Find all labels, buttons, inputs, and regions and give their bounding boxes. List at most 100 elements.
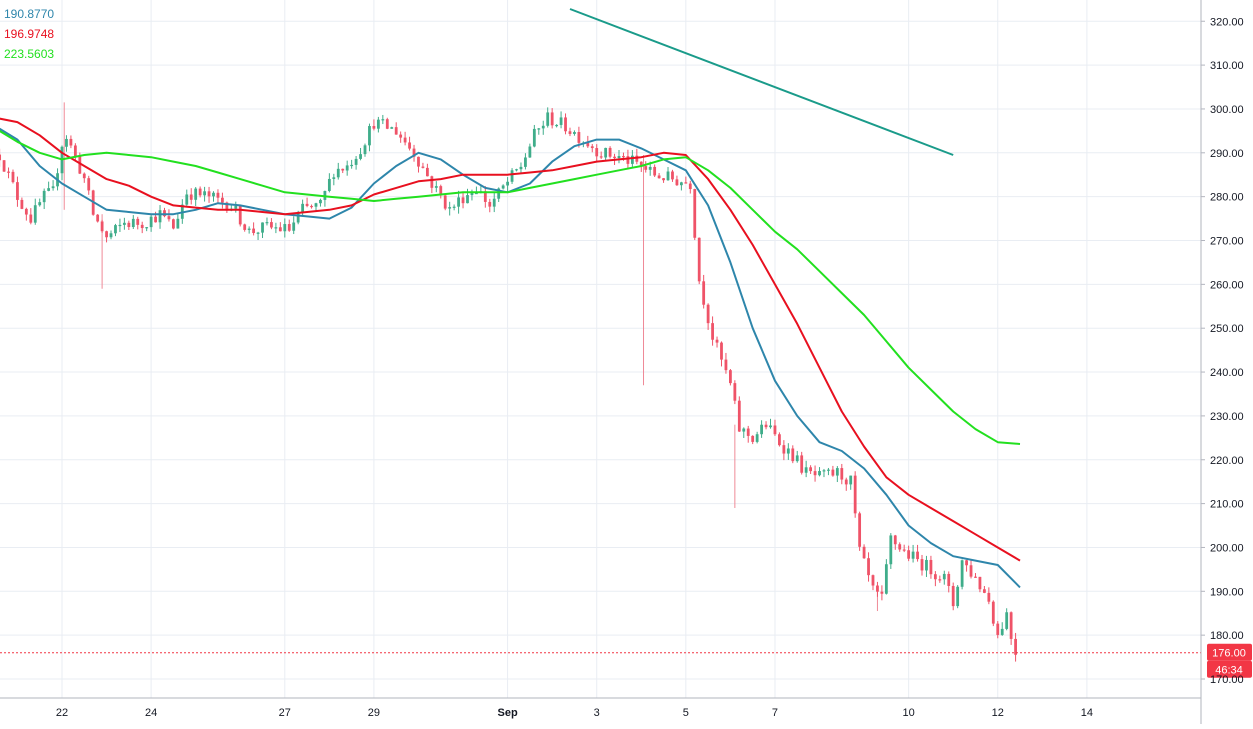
candle-body (425, 167, 429, 177)
candle-body (729, 370, 732, 384)
candle-body (225, 202, 229, 211)
candle-body (947, 573, 951, 586)
candle-body (292, 222, 296, 231)
candle-body (20, 199, 24, 209)
candle-body (907, 550, 911, 559)
candle-body (457, 197, 460, 207)
x-tick-label: 12 (992, 707, 1004, 719)
candle-body (818, 470, 821, 476)
candle-body (372, 126, 376, 129)
candle-body (880, 591, 884, 594)
candle-body (283, 224, 287, 232)
legend-item-red: 196.9748 (4, 24, 54, 44)
candle-body (238, 205, 242, 225)
candle-body (305, 203, 309, 206)
moving-average-lines (0, 8, 1021, 589)
candle-body (140, 224, 144, 229)
candle-body (430, 176, 434, 188)
candle-body (96, 214, 100, 222)
candle-body (73, 145, 77, 157)
candle-body (158, 210, 162, 223)
candle-body (109, 233, 113, 238)
y-tick-label: 240.00 (1210, 367, 1244, 379)
candle-body (911, 551, 915, 559)
candle-body (492, 198, 496, 207)
candle-body (920, 559, 924, 571)
candle-body (595, 148, 599, 157)
candle-body (87, 178, 91, 191)
x-tick-label: 3 (594, 707, 600, 719)
candle-body (804, 467, 808, 473)
candle-body (1005, 612, 1009, 629)
candle-body (466, 195, 469, 204)
candle-body (706, 304, 710, 324)
candle-body (800, 455, 804, 473)
candle-body (154, 216, 157, 223)
candle-body (149, 216, 153, 228)
candle-body (341, 168, 345, 171)
candle-body (827, 469, 830, 471)
candle-body (327, 178, 331, 191)
x-tick-label: 7 (772, 707, 778, 719)
candle-body (898, 544, 902, 550)
y-tick-label: 210.00 (1210, 499, 1244, 511)
candle-body (996, 623, 1000, 635)
candle-body (176, 218, 180, 229)
candle-body (497, 188, 501, 199)
y-tick-label: 260.00 (1210, 279, 1244, 291)
candle-body (844, 479, 848, 485)
x-tick-label: 27 (279, 707, 291, 719)
candle-body (69, 138, 73, 146)
candle-body (671, 171, 674, 180)
candle-body (991, 601, 995, 624)
candle-body (546, 112, 550, 126)
candle-body (287, 224, 291, 231)
legend-value-red: 196.9748 (4, 27, 55, 41)
candle-body (675, 179, 679, 186)
candle-body (644, 166, 648, 170)
candle-body (702, 281, 706, 305)
candle-body (51, 186, 55, 189)
candle-body (501, 185, 505, 189)
candle-body (319, 199, 322, 204)
candle-body (537, 128, 541, 130)
candle-body (942, 573, 946, 580)
y-tick-label: 280.00 (1210, 192, 1244, 204)
candle-body (368, 126, 371, 146)
candle-body (443, 195, 447, 209)
y-tick-label: 290.00 (1210, 148, 1244, 160)
candle-body (938, 579, 942, 581)
candle-body (261, 222, 264, 233)
y-tick-label: 310.00 (1210, 60, 1244, 72)
candle-body (475, 192, 478, 195)
candle-body (243, 224, 247, 230)
candle-body (684, 182, 688, 184)
candles (0, 107, 1017, 662)
candle-body (858, 513, 862, 547)
candle-body (666, 171, 670, 181)
candle-body (635, 155, 639, 162)
candle-body (648, 166, 652, 170)
current-price-label: 176.00 (1212, 648, 1246, 660)
candle-body (760, 424, 763, 435)
candle-body (336, 168, 340, 178)
grid (0, 0, 1201, 698)
candle-body (354, 158, 358, 165)
candle-body (314, 203, 318, 207)
candle-body (564, 117, 567, 132)
candle-body (933, 574, 937, 580)
candle-body (840, 468, 844, 480)
candle-body (363, 145, 367, 155)
candle-body (114, 225, 117, 234)
candle-body (122, 222, 126, 225)
candle-body (965, 560, 968, 566)
candle-body (916, 551, 919, 560)
candle-body (385, 119, 389, 129)
countdown-tag (1207, 660, 1252, 678)
candle-body (974, 576, 977, 578)
candle-body (301, 203, 305, 213)
series-line-3 (569, 8, 954, 156)
candle-body (345, 165, 349, 171)
